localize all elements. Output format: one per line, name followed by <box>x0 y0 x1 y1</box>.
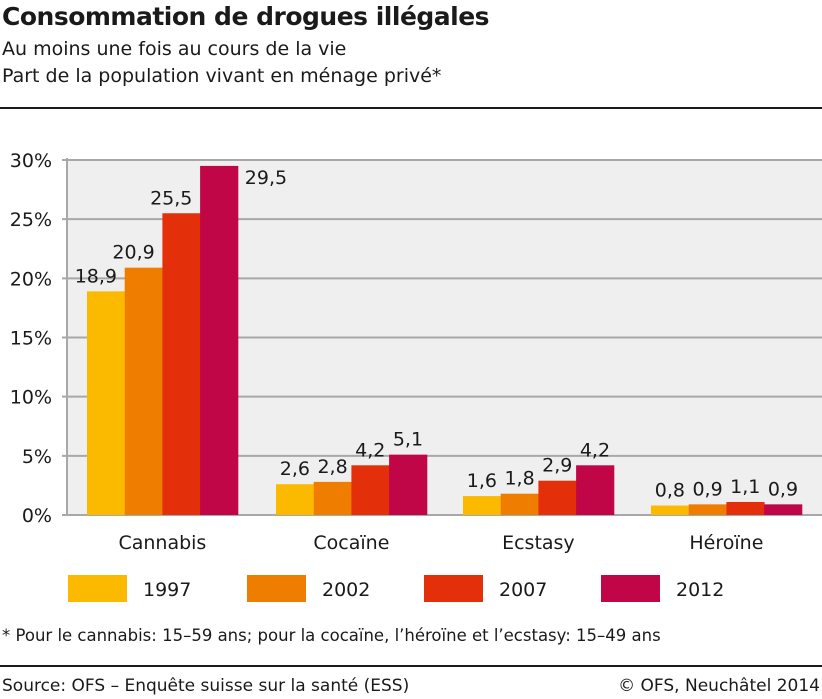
source: Source: OFS – Enquête suisse sur la sant… <box>2 676 410 696</box>
data-label: 4,2 <box>580 439 610 461</box>
chart-title: Consommation de drogues illégales <box>2 2 490 31</box>
legend-label: 2002 <box>322 579 370 601</box>
bar-2002 <box>124 267 163 515</box>
bar-2007 <box>162 213 201 515</box>
data-label: 29,5 <box>245 167 287 189</box>
bar-2012 <box>389 454 428 515</box>
y-tick-label: 15% <box>10 328 52 350</box>
legend-swatch-2002 <box>247 575 306 602</box>
bar-chart: 0% 5% 10% 15% 20% 25% 30% 18,920,9 25,5 29,5 Canna… <box>10 150 822 602</box>
bar-1997 <box>651 505 690 515</box>
bar-2012 <box>200 165 239 515</box>
data-label: 1,1 <box>730 476 760 498</box>
y-tick-label: 10% <box>10 387 52 409</box>
bar-2012 <box>764 504 803 515</box>
footnote: * Pour le cannabis: 15–59 ans; pour la c… <box>2 626 661 645</box>
data-label: 1,6 <box>467 470 497 492</box>
bar-2007 <box>538 480 577 515</box>
data-label: 4,2 <box>355 439 385 461</box>
bar-1997 <box>463 496 502 515</box>
bar-2002 <box>688 504 727 515</box>
legend-label: 1997 <box>143 579 191 601</box>
data-label: 20,9 <box>112 242 154 264</box>
x-tick-label: Cannabis <box>118 532 206 554</box>
bar-1997 <box>276 484 315 515</box>
y-tick-label: 0% <box>22 505 52 527</box>
data-label: 2,9 <box>542 455 572 477</box>
legend-swatch-1997 <box>68 575 127 602</box>
data-label: 0,9 <box>768 478 798 500</box>
data-label: 5,1 <box>393 429 423 451</box>
x-tick-label: Ecstasy <box>502 532 575 554</box>
data-label: 25,5 <box>150 187 192 209</box>
data-label: 0,8 <box>655 480 685 502</box>
legend-swatch-2012 <box>601 575 660 602</box>
y-tick-label: 30% <box>10 150 52 172</box>
chart-subtitle-1: Au moins une fois au cours de la vie <box>2 38 347 60</box>
y-tick-label: 25% <box>10 209 52 231</box>
copyright: © OFS, Neuchâtel 2014 <box>618 676 820 696</box>
bar-2012 <box>576 465 615 515</box>
y-tick-label: 5% <box>22 446 52 468</box>
data-label: 18,9 <box>75 265 117 287</box>
bar-1997 <box>87 291 126 515</box>
top-rule <box>0 107 822 109</box>
x-tick-label: Cocaïne <box>313 532 389 554</box>
data-label: 0,9 <box>692 478 722 500</box>
legend-swatch-2007 <box>424 575 483 602</box>
data-label: 2,6 <box>280 458 310 480</box>
y-tick-label: 20% <box>10 268 52 290</box>
bottom-rule <box>0 665 822 667</box>
legend-label: 2007 <box>499 579 547 601</box>
bar-2002 <box>500 493 539 515</box>
bar-2007 <box>726 501 765 515</box>
x-tick-label: Héroïne <box>689 532 763 554</box>
bar-2002 <box>313 481 352 515</box>
data-label: 2,8 <box>317 456 347 478</box>
data-label: 1,8 <box>504 468 534 490</box>
legend-label: 2012 <box>676 579 724 601</box>
bar-2007 <box>351 465 390 515</box>
chart-subtitle-2: Part de la population vivant en ménage p… <box>2 65 442 87</box>
